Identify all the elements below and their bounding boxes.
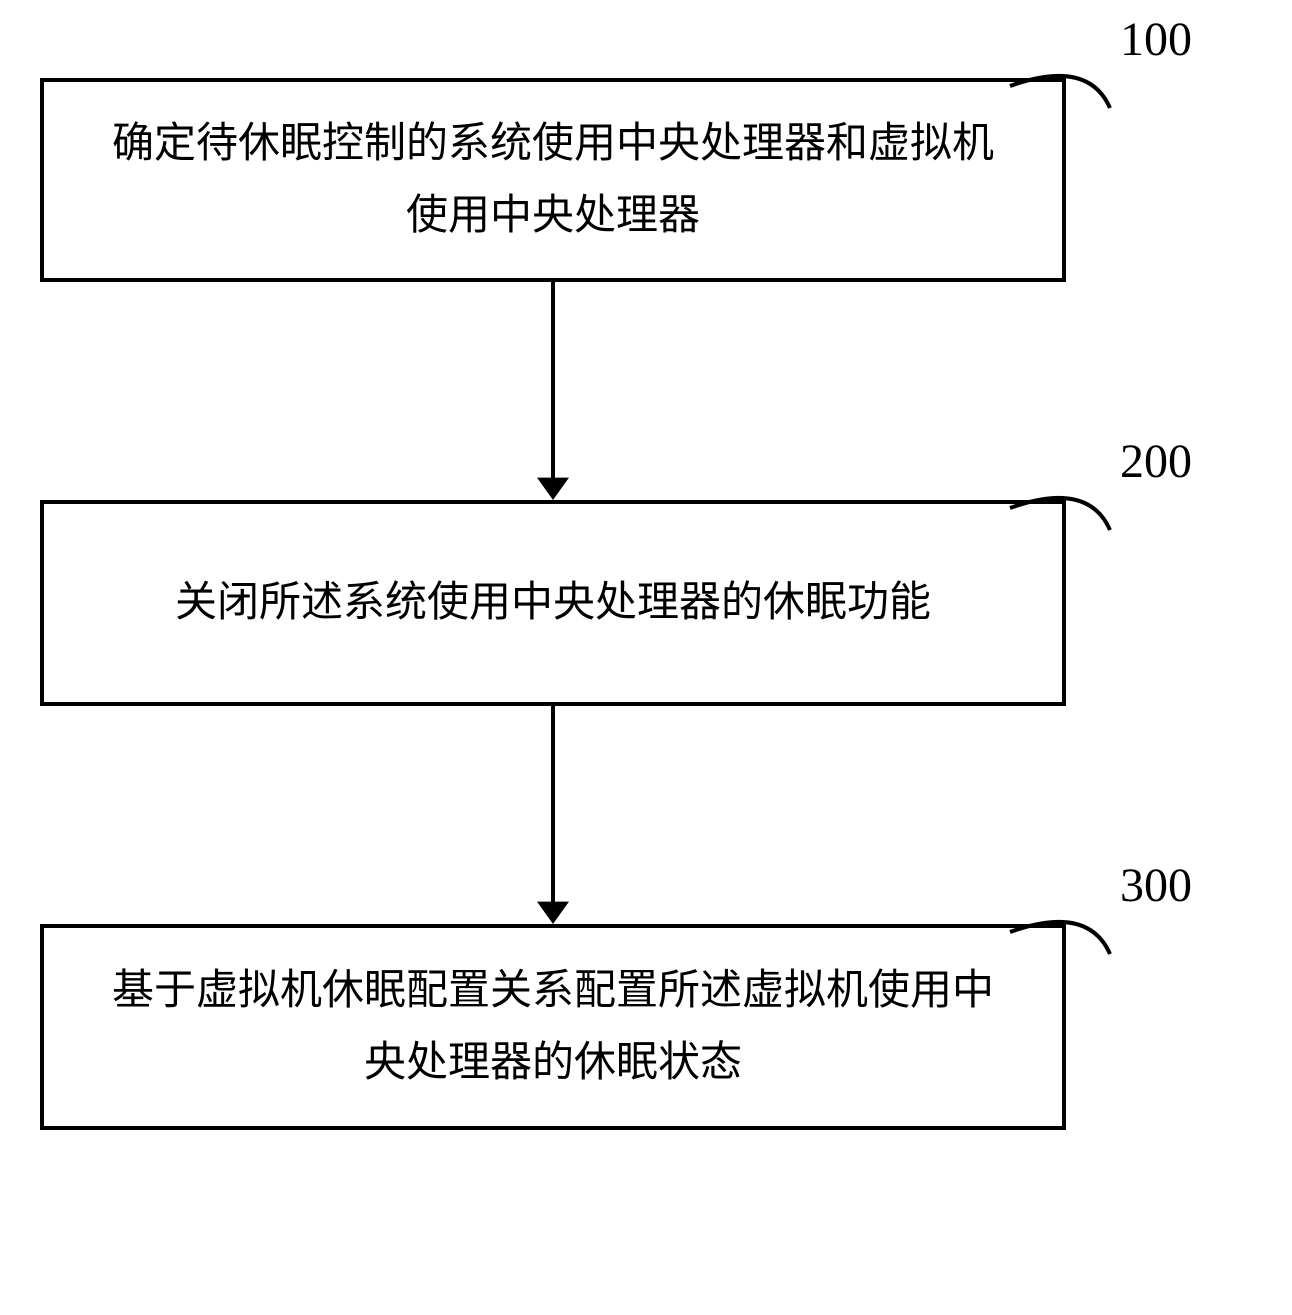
flow-node-300: 基于虚拟机休眠配置关系配置所述虚拟机使用中 央处理器的休眠状态 bbox=[40, 924, 1066, 1130]
flow-node-200-text: 关闭所述系统使用中央处理器的休眠功能 bbox=[155, 567, 951, 639]
flowchart-canvas: 确定待休眠控制的系统使用中央处理器和虚拟机 使用中央处理器 100 关闭所述系统… bbox=[0, 0, 1292, 1315]
flow-node-200-label: 200 bbox=[1120, 434, 1192, 489]
flow-node-200: 关闭所述系统使用中央处理器的休眠功能 bbox=[40, 500, 1066, 706]
flow-node-100: 确定待休眠控制的系统使用中央处理器和虚拟机 使用中央处理器 bbox=[40, 78, 1066, 282]
flow-node-300-label: 300 bbox=[1120, 858, 1192, 913]
flow-node-100-label: 100 bbox=[1120, 12, 1192, 67]
flow-node-300-text: 基于虚拟机休眠配置关系配置所述虚拟机使用中 央处理器的休眠状态 bbox=[92, 955, 1014, 1099]
flow-node-100-text: 确定待休眠控制的系统使用中央处理器和虚拟机 使用中央处理器 bbox=[92, 108, 1014, 252]
